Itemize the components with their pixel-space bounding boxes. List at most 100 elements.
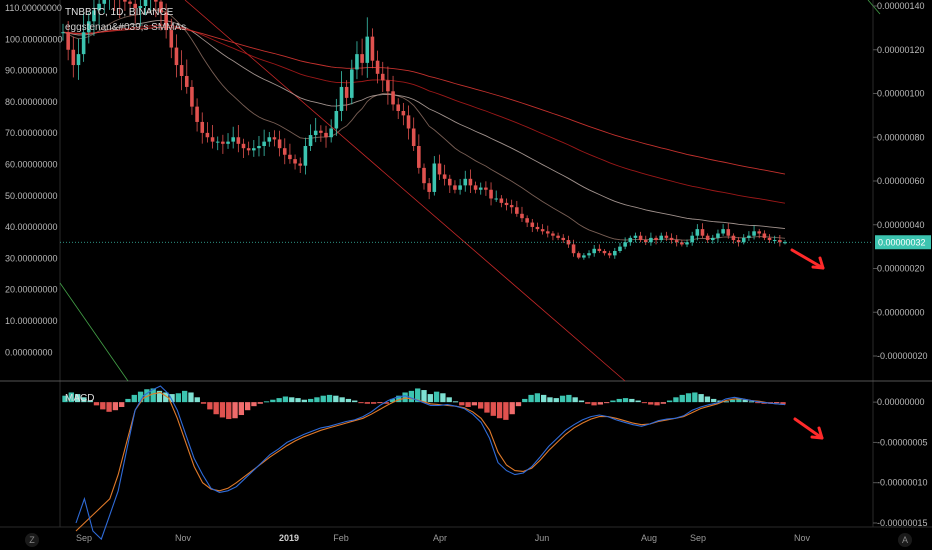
candle-body [726, 229, 731, 236]
candle-body [633, 235, 638, 238]
candle-body [61, 32, 65, 34]
candle-body [741, 237, 746, 243]
candle-body [705, 235, 710, 241]
candle-body [767, 237, 772, 241]
macd-histogram-bar [402, 392, 408, 403]
macd-histogram-bar [358, 402, 364, 404]
macd-histogram-bar [194, 397, 200, 403]
macd-histogram-bar [459, 402, 465, 406]
x-tick-label: Sep [76, 533, 92, 543]
macd-histogram-bar [251, 402, 257, 407]
candle-body [613, 251, 617, 256]
macd-histogram-bar [377, 402, 383, 404]
symbol-legend[interactable]: TNBBTC, 1D, BINANCE [65, 7, 174, 18]
macd-histogram-bar [755, 402, 761, 404]
candle-body [210, 137, 215, 142]
macd-histogram-bar [704, 396, 711, 403]
macd-histogram-bar [421, 390, 427, 403]
candle-body [422, 167, 426, 184]
macd-histogram-bar [692, 392, 698, 403]
macd-histogram-bar [263, 401, 270, 403]
candle-body [236, 137, 241, 144]
candle-body [133, 3, 137, 9]
macd-histogram-bar [244, 402, 251, 411]
right-tick-label: 0.00000060 [877, 176, 925, 186]
candle-body [489, 189, 493, 199]
macd-pane-layer[interactable] [62, 385, 786, 541]
candle-body [339, 86, 344, 111]
candle-body [664, 235, 669, 238]
candle-body [257, 146, 261, 149]
candle-body [262, 141, 266, 146]
candle-body [174, 47, 179, 66]
x-tick-label: 2019 [279, 533, 299, 543]
right-tick-label: 0.00000000 [877, 307, 925, 317]
candle-body [654, 237, 658, 241]
candle-body [97, 3, 101, 11]
candle-body [618, 246, 622, 251]
zoom-toggle-icon[interactable]: Z [25, 533, 39, 547]
right-tick-label: 0.00000140 [877, 1, 925, 11]
left-tick-label: 30.00000000 [5, 253, 58, 263]
candle-body [246, 148, 251, 151]
current-price-badge [875, 235, 931, 250]
macd-histogram-bar [641, 402, 648, 404]
macd-histogram-bar [68, 392, 74, 403]
candle-body [509, 205, 514, 208]
macd-line [75, 385, 786, 541]
macd-histogram-bar [93, 402, 100, 406]
macd-histogram-bar [125, 398, 131, 403]
candles-layer[interactable] [61, 0, 787, 260]
left-tick-label: 40.00000000 [5, 222, 58, 232]
macd-histogram-bar [711, 398, 717, 403]
macd-histogram-bar [503, 402, 509, 420]
candle-body [695, 229, 700, 236]
candle-body [468, 178, 473, 186]
macd-histogram-bar [232, 402, 238, 419]
candle-body [504, 202, 509, 206]
macd-histogram-bar [188, 392, 194, 403]
right-tick-label: 0.00000100 [877, 89, 925, 99]
candle-body [736, 240, 741, 243]
macd-histogram-bar [603, 402, 610, 404]
candle-body [293, 159, 297, 164]
macd-histogram-bar [471, 402, 478, 406]
candle-body [582, 255, 586, 258]
macd-histogram-bar [106, 402, 112, 412]
candle-body [453, 185, 457, 190]
macd-histogram-bar [673, 397, 679, 403]
macd-histogram-bar [427, 394, 433, 403]
candle-body [370, 36, 375, 61]
candle-body [680, 242, 684, 245]
macd-histogram-bar [648, 402, 654, 405]
candle-body [762, 233, 767, 238]
candle-body [190, 86, 194, 107]
trendline-green-right [867, 0, 881, 15]
macd-histogram-bar [698, 394, 704, 403]
left-tick-label: 70.00000000 [5, 128, 58, 138]
price-down-arrow-head [811, 256, 825, 270]
candle-body [288, 154, 292, 160]
left-tick-label: 0.00000000 [5, 347, 53, 357]
candle-body [298, 163, 303, 166]
auto-scale-icon[interactable]: A [898, 533, 912, 547]
macd-histogram-bar [238, 402, 245, 416]
candle-body [92, 10, 96, 22]
indicator-legend[interactable]: eggstenan&#039;s SMMAs [65, 22, 187, 33]
macd-histogram-bar [137, 391, 144, 403]
macd-histogram-bar [339, 397, 345, 403]
macd-histogram-bar [200, 402, 207, 404]
macd-histogram-bar [87, 400, 93, 403]
macd-legend[interactable]: MACD [65, 393, 95, 404]
candle-body [76, 54, 81, 66]
macd-histogram-bar [345, 398, 352, 403]
candle-body [360, 54, 364, 63]
macd-histogram-bar [74, 394, 81, 403]
smma-line-2 [62, 19, 786, 230]
candle-body [711, 237, 715, 241]
candle-body [484, 187, 488, 190]
candle-body [159, 1, 163, 13]
macd-histogram-bar [408, 390, 415, 403]
macd-histogram-bar [534, 393, 541, 403]
